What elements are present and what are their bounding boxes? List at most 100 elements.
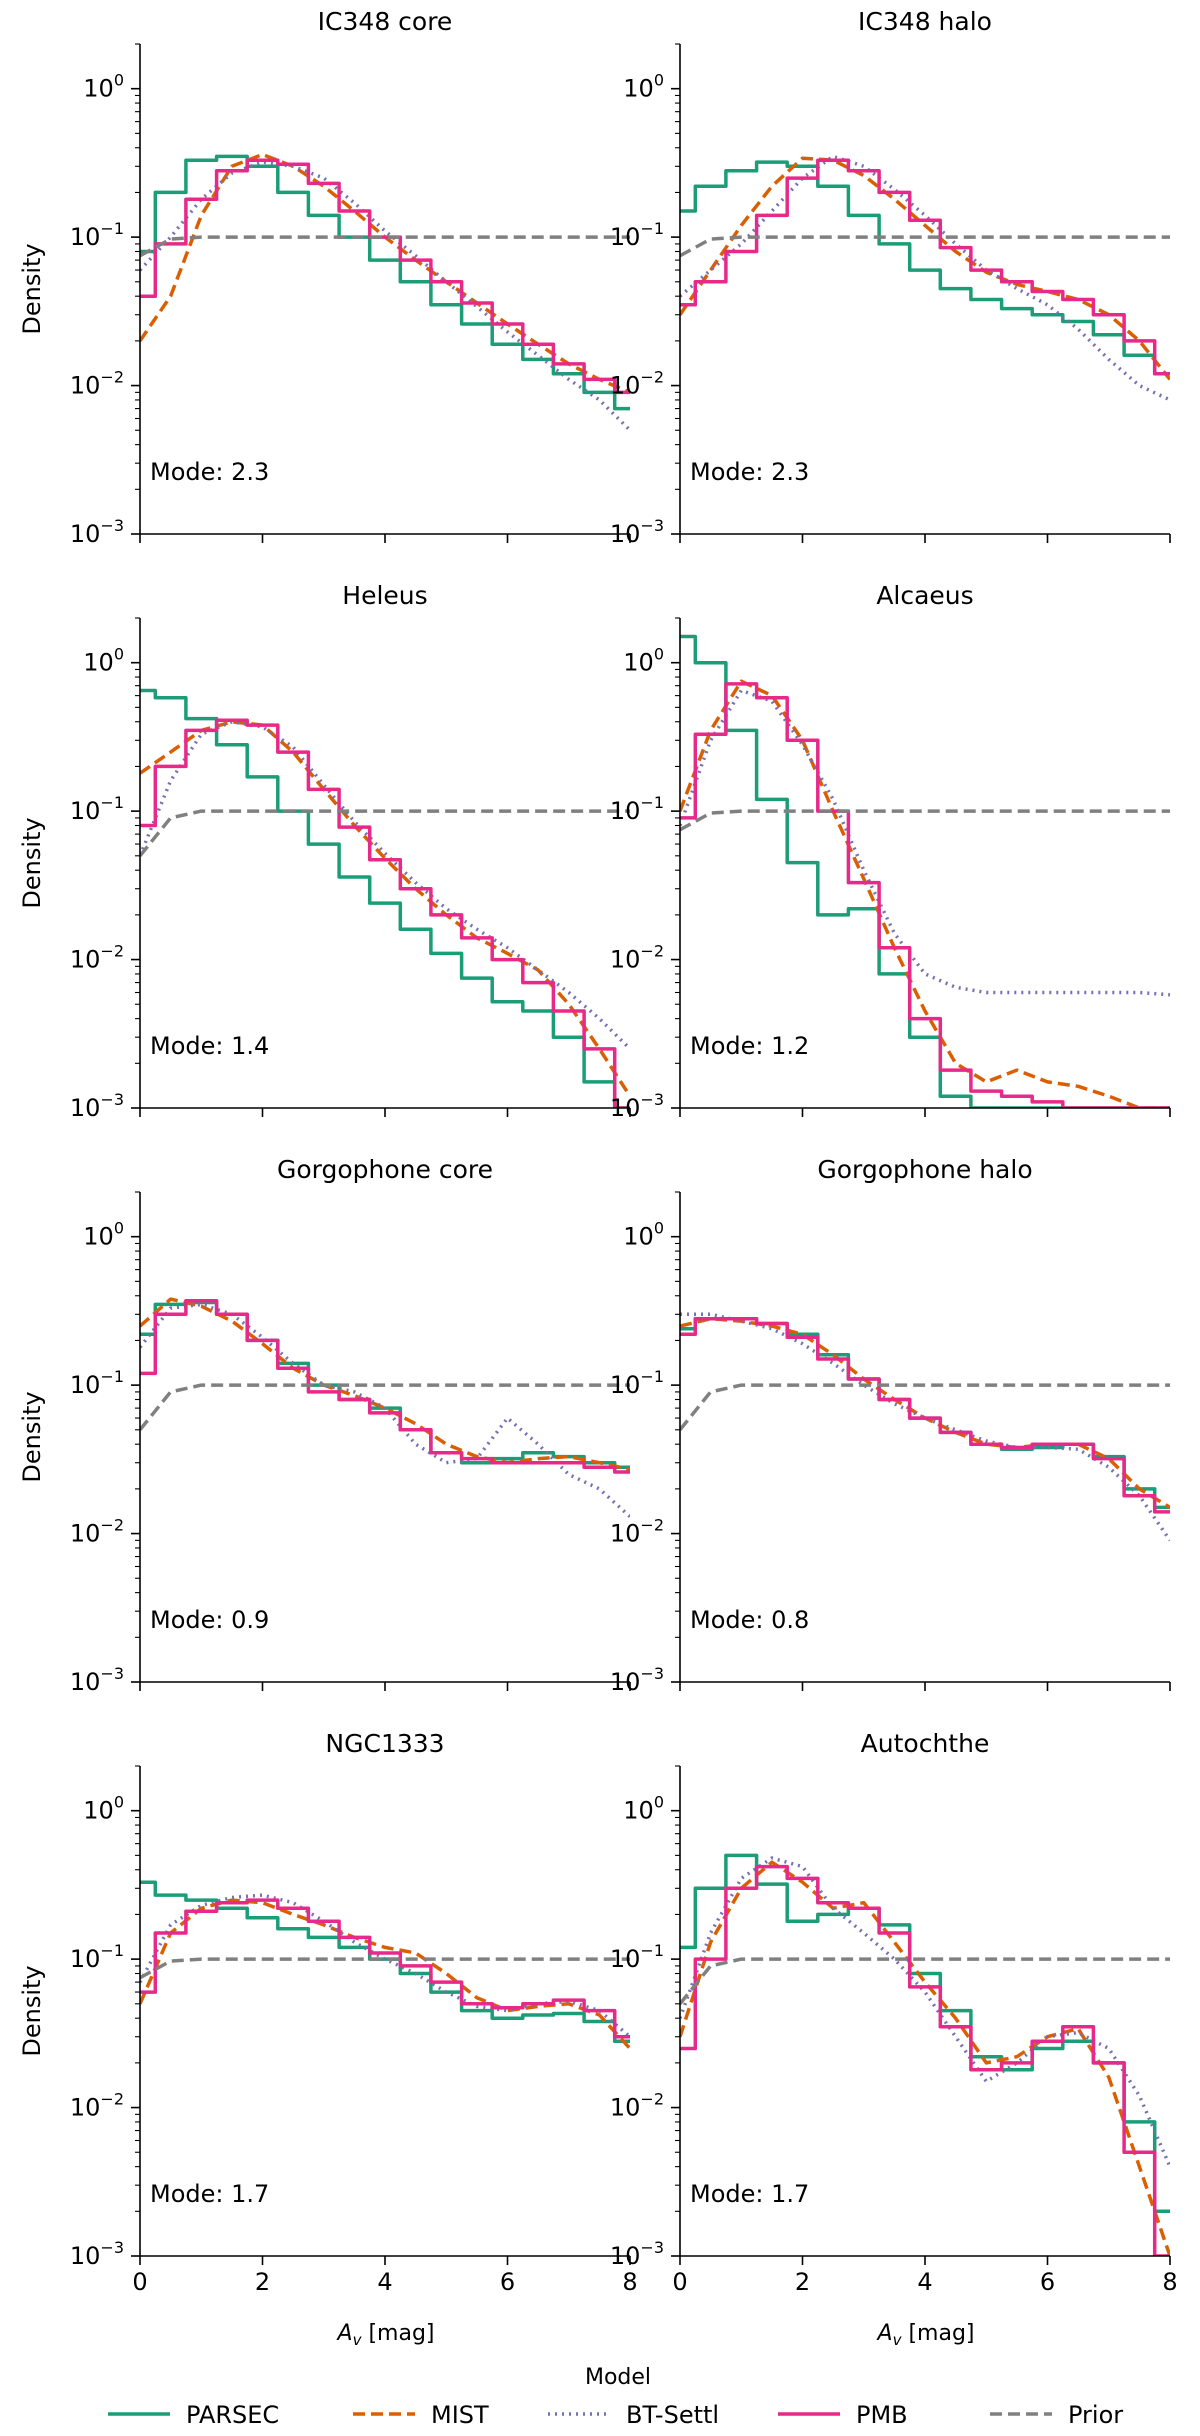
y-tick-label: 10−3 bbox=[70, 2238, 124, 2270]
y-axis-label: Density bbox=[18, 1965, 46, 2056]
series-pmb bbox=[680, 682, 1170, 1108]
y-tick-label: 10−2 bbox=[70, 942, 124, 974]
x-tick-label: 6 bbox=[1040, 2268, 1055, 2296]
legend-label: MIST bbox=[431, 2401, 489, 2429]
series-group bbox=[140, 152, 630, 432]
panel-title: Gorgophone halo bbox=[817, 1155, 1032, 1184]
x-tick-label: 6 bbox=[500, 2268, 515, 2296]
series-mist bbox=[680, 1860, 1170, 2256]
y-axis-label: Density bbox=[18, 243, 46, 334]
x-tick-label: 8 bbox=[1162, 2268, 1177, 2296]
legend-title: Model bbox=[585, 2365, 651, 2390]
series-pmb bbox=[680, 158, 1170, 376]
y-axis-label: Density bbox=[18, 817, 46, 908]
legend-label: PARSEC bbox=[186, 2401, 279, 2429]
panel-title: Heleus bbox=[342, 581, 427, 610]
x-tick-label: 4 bbox=[917, 2268, 932, 2296]
panel-title: Alcaeus bbox=[876, 581, 973, 610]
x-tick-label: 2 bbox=[795, 2268, 810, 2296]
series-group bbox=[680, 1853, 1170, 2256]
mode-annotation: Mode: 1.4 bbox=[150, 1032, 269, 1060]
series-prior bbox=[140, 1383, 630, 1431]
y-tick-label: 100 bbox=[83, 1793, 124, 1825]
legend-item-parsec: PARSEC bbox=[108, 2401, 279, 2429]
series-mist bbox=[680, 1316, 1170, 1509]
y-tick-label: 10−3 bbox=[70, 1090, 124, 1122]
panel-4: Alcaeus 100 10−1 10−2 10−3 Mode: 1.2 bbox=[610, 581, 1171, 1122]
svg-text:Av [mag]: Av [mag] bbox=[336, 2321, 435, 2349]
series-group bbox=[680, 634, 1170, 1108]
series-pmb bbox=[140, 1299, 630, 1474]
y-tick-label: 10−2 bbox=[70, 1516, 124, 1548]
panel-title: IC348 core bbox=[318, 7, 453, 36]
panel-grid: IC348 core 100 10−1 10−2 10−3 Mode: 2.3 Densit… bbox=[18, 7, 1178, 2296]
y-tick-label: 100 bbox=[83, 645, 124, 677]
legend-item-prior: Prior bbox=[990, 2401, 1123, 2429]
series-bt-settl bbox=[680, 1312, 1170, 1542]
legend-label: PMB bbox=[856, 2401, 908, 2429]
y-tick-label: 10−2 bbox=[70, 368, 124, 400]
series-prior bbox=[140, 809, 630, 857]
y-tick-label: 100 bbox=[623, 645, 664, 677]
series-pmb bbox=[680, 1316, 1170, 1514]
x-tick-label: 8 bbox=[622, 2268, 637, 2296]
series-mist bbox=[680, 679, 1170, 1108]
x-axis-label-right: Av [mag] bbox=[876, 2321, 975, 2349]
mode-annotation: Mode: 1.7 bbox=[690, 2180, 809, 2208]
series-mist bbox=[680, 156, 1170, 381]
legend-item-bt-settl: BT-Settl bbox=[548, 2401, 719, 2429]
panel-8: Autochthe 100 10−1 10−2 10−3 0 2 4 6 8 Mode: 1.7 bbox=[610, 1729, 1178, 2296]
y-tick-label: 10−1 bbox=[610, 219, 664, 251]
y-tick-label: 10−3 bbox=[610, 1090, 664, 1122]
series-group bbox=[140, 1297, 630, 1518]
y-tick-label: 10−3 bbox=[610, 516, 664, 548]
y-tick-label: 10−1 bbox=[610, 1941, 664, 1973]
series-bt-settl bbox=[140, 160, 630, 432]
x-tick-label: 0 bbox=[132, 2268, 147, 2296]
series-pmb bbox=[140, 1898, 630, 2039]
series-prior bbox=[140, 235, 630, 258]
y-axis-label: Density bbox=[18, 1391, 46, 1482]
series-parsec bbox=[140, 154, 630, 411]
y-tick-label: 100 bbox=[83, 71, 124, 103]
mode-annotation: Mode: 1.7 bbox=[150, 2180, 269, 2208]
y-tick-label: 10−3 bbox=[610, 2238, 664, 2270]
series-group bbox=[680, 154, 1170, 402]
panel-title: IC348 halo bbox=[858, 7, 992, 36]
legend: Model PARSEC MIST BT-Settl PMB Prior bbox=[108, 2365, 1123, 2429]
series-bt-settl bbox=[140, 720, 630, 1051]
y-tick-label: 10−2 bbox=[70, 2090, 124, 2122]
y-tick-label: 10−1 bbox=[70, 793, 124, 825]
x-tick-label: 2 bbox=[255, 2268, 270, 2296]
series-parsec bbox=[680, 1316, 1170, 1510]
panel-2: IC348 halo 100 10−1 10−2 10−3 Mode: 2.3 bbox=[610, 7, 1171, 548]
series-prior bbox=[680, 1383, 1170, 1431]
y-tick-label: 10−2 bbox=[610, 942, 664, 974]
legend-item-pmb: PMB bbox=[778, 2401, 908, 2429]
y-tick-label: 10−1 bbox=[610, 1367, 664, 1399]
panel-1: IC348 core 100 10−1 10−2 10−3 Mode: 2.3 Densit… bbox=[18, 7, 631, 548]
panel-5: Gorgophone core 100 10−1 10−2 10−3 Mode: 0.9 D… bbox=[18, 1155, 631, 1696]
y-tick-label: 10−3 bbox=[610, 1664, 664, 1696]
series-bt-settl bbox=[680, 1856, 1170, 2168]
series-parsec bbox=[680, 160, 1170, 376]
legend-item-mist: MIST bbox=[353, 2401, 489, 2429]
panel-3: Heleus 100 10−1 10−2 10−3 Mode: 1.4 Density bbox=[18, 581, 631, 1122]
panel-title: NGC1333 bbox=[325, 1729, 444, 1758]
y-tick-label: 10−2 bbox=[610, 368, 664, 400]
legend-label: Prior bbox=[1068, 2401, 1123, 2429]
mode-annotation: Mode: 0.8 bbox=[690, 1606, 809, 1634]
series-group bbox=[140, 688, 630, 1108]
y-tick-label: 10−1 bbox=[70, 1941, 124, 1973]
series-bt-settl bbox=[140, 1893, 630, 2039]
mode-annotation: Mode: 2.3 bbox=[150, 458, 269, 486]
x-axis-label-left: Av [mag] bbox=[336, 2321, 435, 2349]
y-tick-label: 100 bbox=[83, 1219, 124, 1251]
x-tick-label: 0 bbox=[672, 2268, 687, 2296]
y-tick-label: 100 bbox=[623, 71, 664, 103]
y-tick-label: 10−3 bbox=[70, 1664, 124, 1696]
series-bt-settl bbox=[140, 1302, 630, 1518]
y-tick-label: 100 bbox=[623, 1219, 664, 1251]
svg-text:Av [mag]: Av [mag] bbox=[876, 2321, 975, 2349]
series-pmb bbox=[140, 718, 630, 1108]
